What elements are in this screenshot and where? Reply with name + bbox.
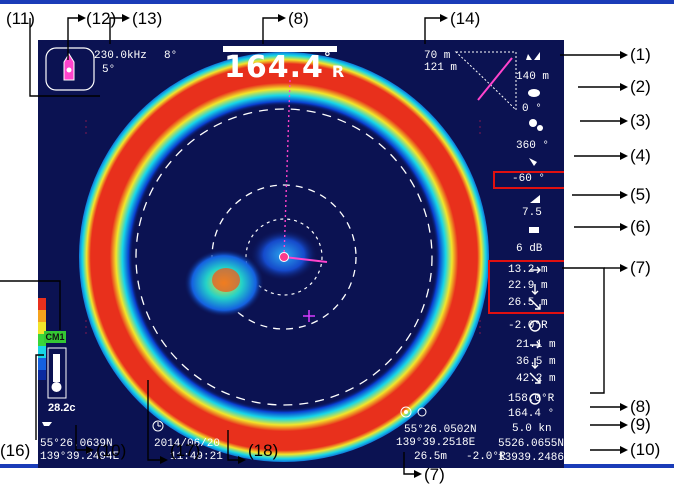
callout-1: (1) [630,45,651,64]
callout-bottom-7: (7) [424,465,445,484]
callout-9: (9) [630,415,651,434]
gain-icon [530,195,540,203]
target-vertical: 22.9 m [508,280,548,292]
callout-top-11: (11) [6,9,35,28]
marker-bearing: 158.0°R [508,393,555,405]
callout-8: (8) [630,397,651,416]
range-icon [526,54,532,60]
panel-longitude: 13939.2486E [498,452,564,464]
water-temperature: 28.2c [48,402,76,414]
callout-4: (4) [630,146,651,165]
callout-6: (6) [630,217,651,236]
callout-7: (7) [630,258,651,277]
beam-line [477,57,513,101]
callout-bottom-10: (10) [96,441,127,460]
panel-speed: 5.0 kn [512,423,552,435]
heading-value: 164.4 [224,50,324,85]
callout-bottom-18: (18) [248,441,279,460]
callout-2: (2) [630,77,651,96]
callout-top-14: (14) [450,9,481,28]
callout-3: (3) [630,111,651,130]
cursor-latitude: 55°26.0502N [404,424,477,436]
panel-train[interactable]: -60 ° [512,173,546,185]
time-readout: 11:49:21 [170,451,223,463]
cursor-bearing-line [283,256,328,263]
target-bearing: -2.0°R [508,320,548,332]
range-ring-outer [135,108,433,406]
bearing-icon [529,119,537,127]
train-highlight-box [493,171,564,189]
cursor-bearing: -2.0°R [466,451,506,463]
train-icon [529,158,537,166]
ship-icon-dot [66,67,72,73]
temperature-value: 28.2 [48,402,70,414]
temperature-gauge [47,347,67,399]
cm-badge: CM1 [44,331,66,343]
own-longitude: 139°39.2494E [40,451,120,463]
own-position-icon [42,422,52,426]
sonar-screen[interactable]: 230.0kHz 8° 5° 164.4°R 70 m 121 m 140 m … [38,40,564,468]
panel-latitude: 5526.0655N [498,438,564,450]
roll-readout: 5° [102,64,116,76]
top-border [0,0,674,4]
beam-sector [454,51,517,112]
event-marker[interactable] [303,310,315,322]
callout-10: (10) [630,440,661,459]
marker-distance: 42.2 m [516,373,556,385]
frequency-readout: 230.0kHz [94,50,147,62]
marker-vertical: 36.5 m [516,356,556,368]
cursor-circle-icon [417,407,427,417]
target-info-box [488,260,564,314]
target-horizontal: 13.2 m [508,264,548,276]
heading-bar [223,46,337,52]
panel-gain[interactable]: 7.5 [522,207,542,219]
tilt-readout: 8° [164,50,178,62]
callout-bottom-16: (16) [0,441,31,460]
range-top-readout: 70 m [424,50,451,62]
panel-heading: 164.4 ° [508,408,555,420]
cursor-longitude: 139°39.2518E [396,437,476,449]
callout-top-8: (8) [288,9,309,28]
panel-tilt[interactable]: 0 ° [522,103,542,115]
panel-bearing[interactable]: 360 ° [516,140,550,152]
fish-school-core [212,268,240,292]
temperature-unit: c [69,402,76,414]
tilt-icon [528,89,540,97]
date-readout: 2014/06/20 [154,438,221,450]
heading-readout: 164.4°R [224,50,345,85]
callout-top-13: (13) [132,9,163,28]
callout-bottom-17: (17) [170,441,201,460]
panel-icons [526,52,543,233]
tvg-icon [529,227,539,233]
cursor-range: 26.5m [414,451,448,463]
callout-5: (5) [630,185,651,204]
cursor-target-icon [400,406,412,418]
marker-horizontal: 21.1 m [516,339,556,351]
panel-range[interactable]: 140 m [516,71,550,83]
callout-top-12: (12) [86,9,117,28]
heading-ref: R [331,62,346,81]
sonar-display [38,46,543,462]
heading-degree: ° [323,50,332,66]
range-bottom-readout: 121 m [424,62,458,74]
panel-tvg[interactable]: 6 dB [516,243,543,255]
ship-icon [63,53,75,81]
own-ship-marker [279,252,289,262]
target-distance: 26.5 m [508,297,548,309]
panel-arrow-icons [529,266,541,405]
